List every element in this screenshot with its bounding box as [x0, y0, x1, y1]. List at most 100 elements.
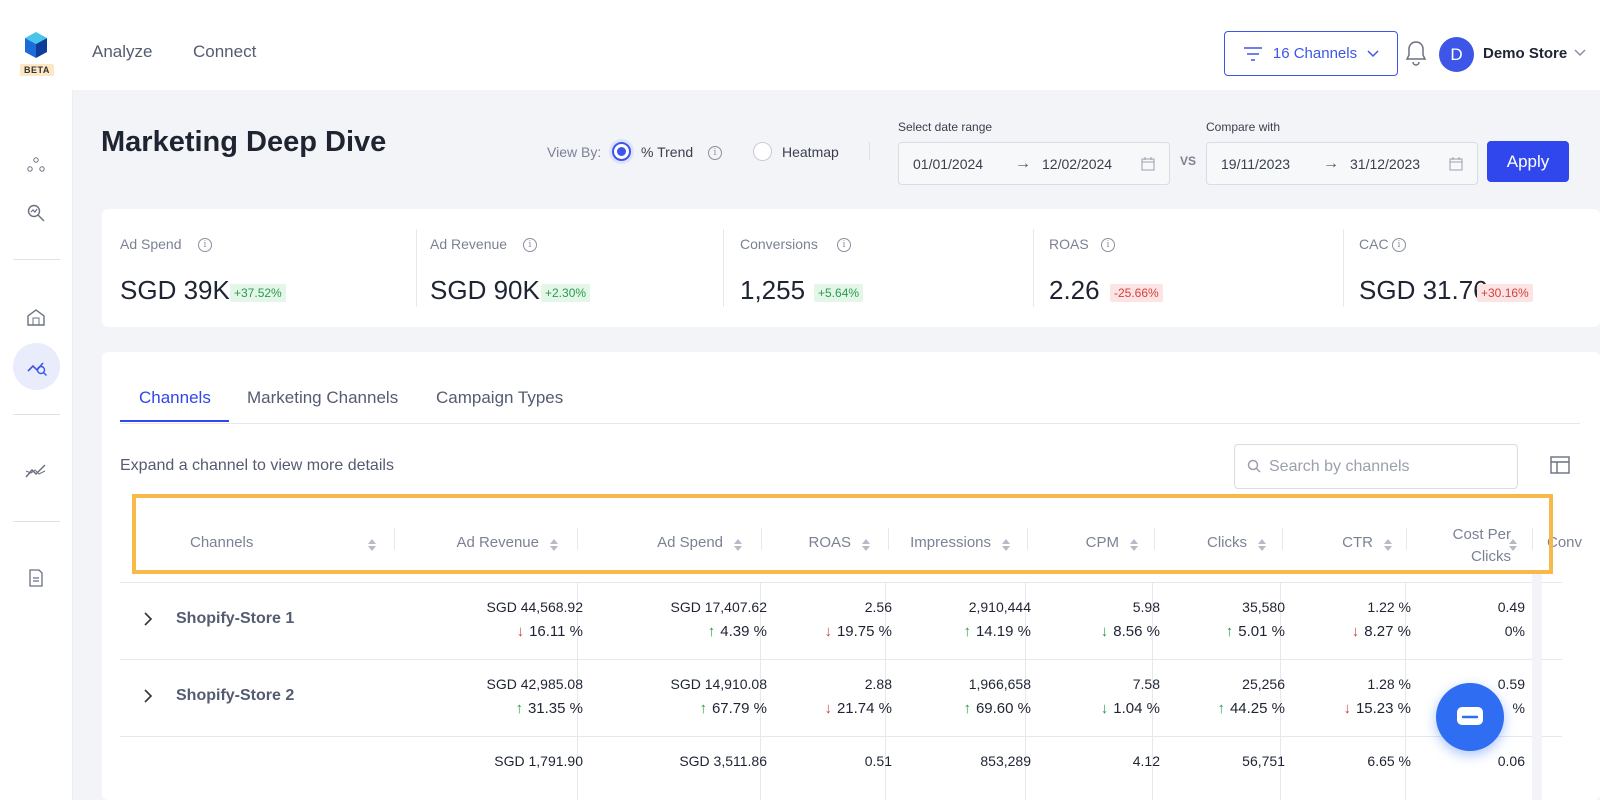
column-header-ad-revenue[interactable]: Ad Revenue: [456, 534, 539, 551]
column-header-impressions[interactable]: Impressions: [910, 534, 991, 551]
table-row[interactable]: Shopify-Store 1 SGD 44,568.92 ↓ 16.11 % S…: [120, 582, 1562, 659]
cube-logo-icon: [25, 32, 47, 58]
column-header-ad-spend[interactable]: Ad Spend: [657, 534, 723, 551]
trend-icon[interactable]: [23, 458, 49, 484]
chevron-right-icon[interactable]: [142, 688, 154, 704]
info-icon[interactable]: i: [198, 238, 212, 252]
sort-icon[interactable]: [367, 537, 377, 553]
kpi-divider: [1343, 229, 1344, 307]
column-header-conversions[interactable]: Conv: [1547, 534, 1583, 551]
search-input[interactable]: [1269, 455, 1509, 479]
kpi-value: 1,255: [740, 275, 806, 305]
channels-filter-button[interactable]: 16 Channels: [1224, 31, 1398, 76]
channel-name[interactable]: Shopify-Store 2: [176, 687, 295, 704]
impressions-value: 1,966,658: [968, 676, 1031, 692]
cell-divider: [1280, 660, 1281, 736]
tab-channels[interactable]: Channels: [139, 388, 211, 407]
sidebar-divider: [13, 259, 60, 260]
sort-icon[interactable]: [733, 537, 743, 553]
cpm-value: 5.98: [1132, 599, 1160, 615]
tab-marketing-channels[interactable]: Marketing Channels: [247, 388, 399, 407]
date-range-start: 01/01/2024: [913, 155, 984, 172]
sort-icon[interactable]: [1508, 537, 1518, 553]
ad-revenue-value: SGD 1,791.90: [494, 753, 583, 769]
info-icon[interactable]: i: [523, 238, 537, 252]
clicks-change: ↑ 44.25 %: [1217, 700, 1285, 717]
clicks-value: 35,580: [1242, 599, 1285, 615]
ad-revenue-value: SGD 44,568.92: [486, 599, 583, 615]
chat-button[interactable]: [1436, 683, 1504, 751]
column-header-channels[interactable]: Channels: [190, 534, 254, 551]
ctr-value: 1.22 %: [1367, 599, 1411, 615]
kpi-divider: [723, 229, 724, 307]
date-range-picker[interactable]: 01/01/2024 → 12/02/2024: [898, 142, 1170, 185]
sort-icon[interactable]: [861, 537, 871, 553]
arrow-down-icon: ↓: [1351, 623, 1360, 640]
compare-date-picker[interactable]: 19/11/2023 → 31/12/2023: [1206, 142, 1478, 185]
calendar-icon: [1141, 157, 1155, 171]
table-scrollbar[interactable]: [1532, 574, 1542, 800]
app-logo[interactable]: BETA: [18, 32, 54, 78]
arrow-down-icon: ↓: [1343, 700, 1351, 717]
arrow-down-icon: ↓: [1100, 700, 1109, 717]
report-icon[interactable]: [23, 565, 49, 591]
ctr-value: 1.28 %: [1367, 676, 1411, 692]
header-divider: [1154, 528, 1155, 550]
bell-icon[interactable]: [1404, 40, 1428, 66]
arrow-down-icon: ↓: [824, 623, 832, 640]
column-header-ctr[interactable]: CTR: [1342, 534, 1373, 551]
sort-icon[interactable]: [1383, 537, 1393, 553]
tab-campaign-types[interactable]: Campaign Types: [436, 388, 564, 407]
column-header-cost-per-clicks[interactable]: Cost Per Clicks: [1453, 524, 1511, 568]
info-icon[interactable]: i: [1101, 238, 1115, 252]
header-divider: [1282, 528, 1283, 550]
kpi-label: Conversions: [740, 236, 818, 252]
sort-icon[interactable]: [1001, 537, 1011, 553]
channels-card: Channels Marketing Channels Campaign Typ…: [102, 352, 1600, 800]
table-row[interactable]: SGD 1,791.90 SGD 3,511.86 0.51 853,289 4…: [120, 736, 1562, 800]
kpi-change-badge: +2.30%: [541, 284, 591, 302]
sort-icon[interactable]: [549, 537, 559, 553]
arrow-right-icon: →: [1015, 154, 1031, 172]
channel-search[interactable]: [1234, 444, 1518, 489]
header-divider: [1532, 528, 1533, 550]
column-header-roas[interactable]: ROAS: [808, 534, 851, 551]
compare-label: Compare with: [1206, 120, 1281, 134]
deep-dive-icon[interactable]: [13, 343, 60, 390]
active-tab-indicator: [120, 420, 229, 422]
sort-icon[interactable]: [1257, 537, 1267, 553]
info-icon[interactable]: i: [708, 146, 722, 160]
header-divider: [577, 528, 578, 550]
column-header-cpm[interactable]: CPM: [1085, 534, 1119, 551]
sort-icon[interactable]: [1129, 537, 1139, 553]
apply-button[interactable]: Apply: [1487, 141, 1569, 182]
avatar[interactable]: D: [1439, 37, 1474, 72]
nodes-icon[interactable]: [23, 152, 49, 178]
column-header-clicks[interactable]: Clicks: [1207, 534, 1247, 551]
search-analytics-icon[interactable]: [23, 200, 49, 226]
store-name[interactable]: Demo Store: [1483, 45, 1568, 62]
table-row[interactable]: Shopify-Store 2 SGD 42,985.08 ↑ 31.35 % S…: [120, 659, 1562, 736]
chevron-right-icon[interactable]: [142, 611, 154, 627]
roas-value: 0.51: [864, 753, 892, 769]
cell-divider: [1405, 583, 1406, 659]
chevron-down-icon[interactable]: [1573, 46, 1587, 60]
kpi-change-badge: +30.16%: [1477, 284, 1533, 302]
heatmap-radio-label[interactable]: Heatmap: [782, 144, 839, 160]
heatmap-radio[interactable]: [753, 142, 772, 161]
trend-radio[interactable]: [612, 142, 631, 161]
header-highlight-box: [132, 494, 1553, 574]
channel-name[interactable]: Shopify-Store 1: [176, 610, 295, 627]
info-icon[interactable]: i: [837, 238, 851, 252]
trend-radio-label[interactable]: % Trend: [641, 144, 694, 160]
store-icon[interactable]: [23, 304, 49, 330]
kpi-value: SGD 31.76: [1359, 275, 1488, 305]
nav-connect[interactable]: Connect: [193, 42, 257, 61]
date-range-end: 12/02/2024: [1042, 155, 1113, 172]
nav-analyze[interactable]: Analyze: [92, 42, 153, 61]
roas-change: ↓ 21.74 %: [824, 700, 892, 717]
cell-divider: [760, 737, 761, 800]
info-icon[interactable]: i: [1392, 238, 1406, 252]
ctr-change: ↓ 15.23 %: [1343, 700, 1411, 717]
columns-settings-icon[interactable]: [1550, 455, 1570, 475]
